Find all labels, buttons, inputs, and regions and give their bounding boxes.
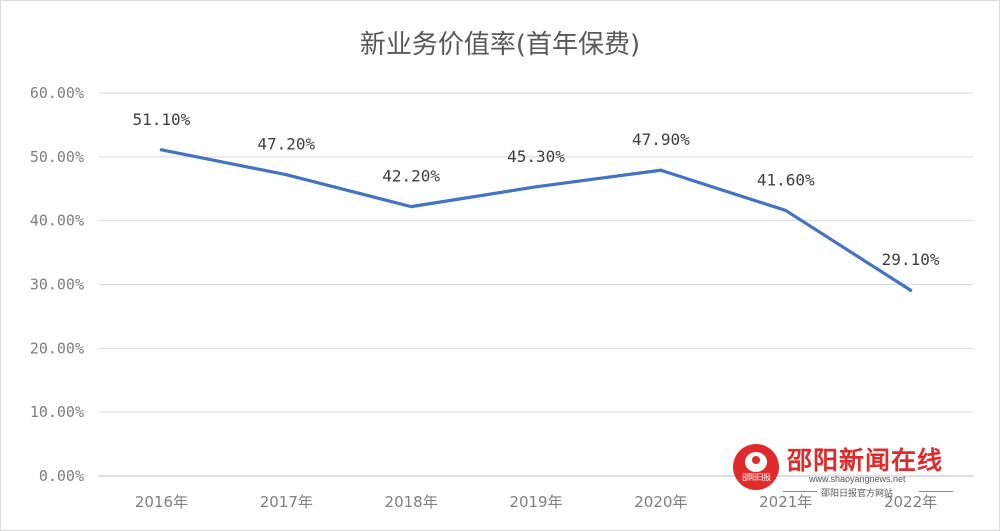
x-tick-label: 2020年: [634, 493, 687, 511]
series-line-layer: [159, 148, 913, 292]
data-point: [908, 288, 913, 292]
data-point: [284, 173, 288, 177]
y-tick-label: 10.00%: [30, 403, 84, 421]
data-label: 47.90%: [632, 130, 690, 149]
data-point: [409, 205, 413, 209]
x-tick-label: 2017年: [260, 493, 313, 511]
data-point: [534, 185, 538, 189]
y-tick-label: 20.00%: [30, 339, 84, 357]
watermark-name: 邵阳新闻在线: [787, 446, 944, 475]
data-label: 51.10%: [133, 110, 191, 129]
data-point: [659, 168, 663, 172]
data-label: 42.20%: [382, 167, 440, 186]
data-labels: 51.10% 47.20% 42.20% 45.30% 47.90% 41.60% 29.1…: [133, 110, 940, 269]
y-tick-label: 50.00%: [30, 148, 84, 166]
data-label: 29.10%: [882, 250, 940, 269]
divider-right: [919, 491, 953, 492]
divider-left: [783, 491, 817, 492]
watermark-url: www.shaoyangnews.net: [809, 474, 906, 484]
grid-layer: [99, 92, 973, 477]
y-axis-ticks: 0.00% 10.00% 20.00% 30.00% 40.00% 50.00% 60.00…: [30, 84, 84, 485]
data-point: [784, 208, 788, 213]
y-tick-label: 40.00%: [30, 212, 84, 230]
x-tick-label: 2016年: [135, 493, 188, 511]
data-label: 45.30%: [507, 147, 565, 166]
news-logo-icon: 邵阳日报: [733, 444, 779, 490]
x-tick-label: 2021年: [759, 493, 812, 511]
x-tick-label: 2019年: [509, 493, 562, 511]
y-tick-label: 30.00%: [30, 276, 84, 294]
data-label: 41.60%: [757, 170, 815, 189]
data-point: [159, 148, 164, 152]
x-axis-ticks: 2016年 2017年 2018年 2019年 2020年 2021年 2022年: [135, 493, 937, 511]
watermark-subtitle: 邵阳日报官方网站: [821, 489, 894, 499]
y-tick-label: 0.00%: [39, 467, 84, 485]
watermark: 邵阳日报 邵阳新闻在线 www.shaoyangnews.net 邵阳日报官方网…: [729, 441, 961, 499]
y-tick-label: 60.00%: [30, 84, 84, 102]
x-tick-label: 2018年: [385, 493, 438, 511]
logo-text: 邵阳日报: [742, 473, 771, 482]
chart-title: 新业务价值率(首年保费): [360, 30, 640, 60]
x-tick-label: 2022年: [884, 493, 937, 511]
data-label: 47.20%: [257, 135, 315, 154]
